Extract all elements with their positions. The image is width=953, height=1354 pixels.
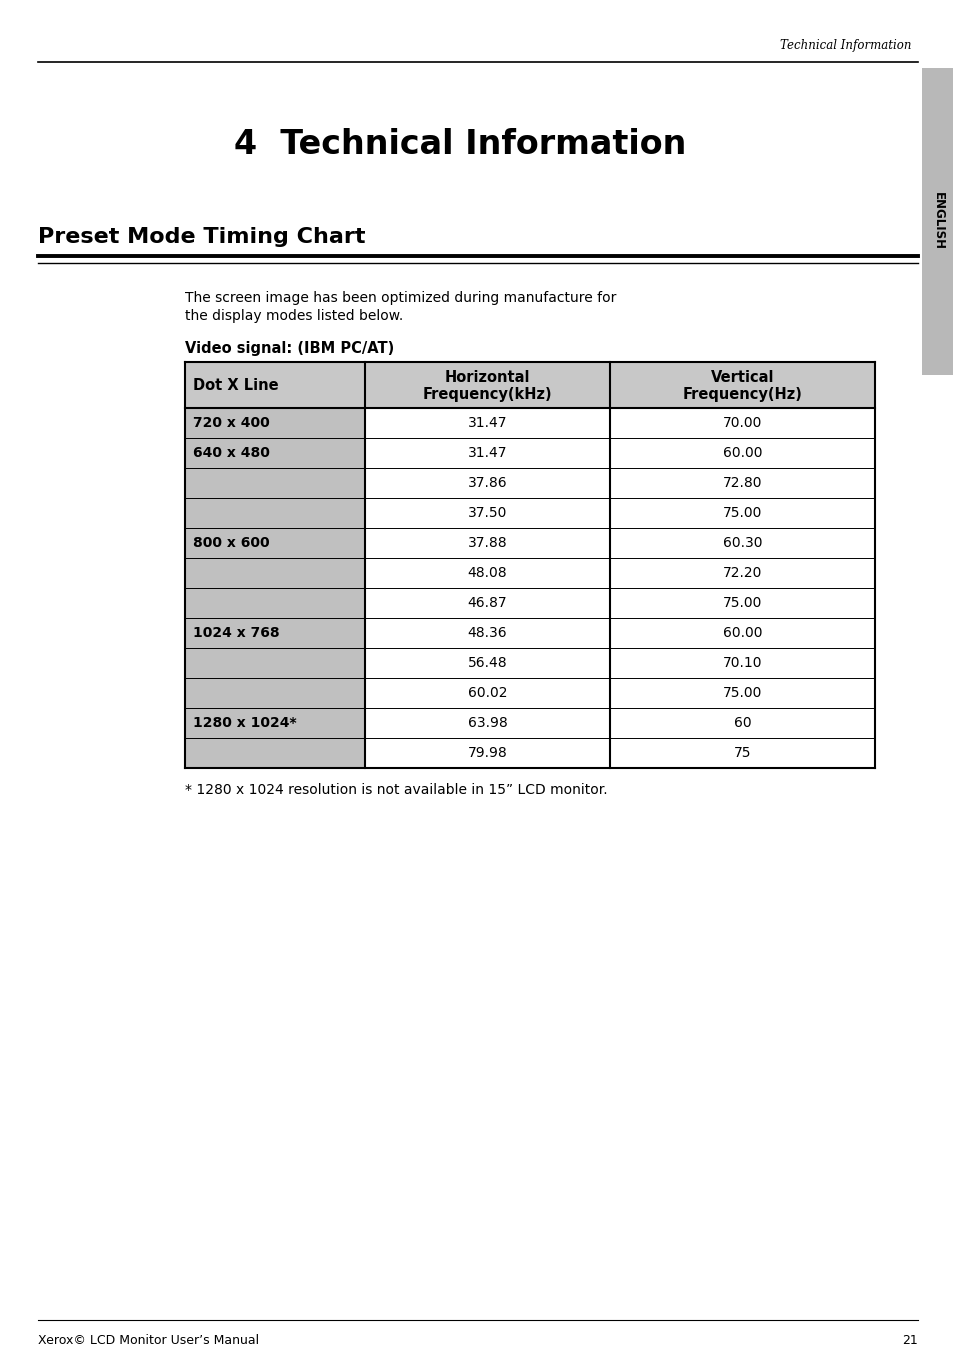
Bar (609, 528, 874, 558)
Text: Frequency(kHz): Frequency(kHz) (422, 386, 552, 402)
Bar (609, 468, 874, 498)
Bar (185, 498, 365, 528)
Text: 31.47: 31.47 (467, 416, 507, 431)
Bar (185, 408, 365, 437)
Text: * 1280 x 1024 resolution is not available in 15” LCD monitor.: * 1280 x 1024 resolution is not availabl… (185, 783, 607, 798)
Text: 70.00: 70.00 (722, 416, 761, 431)
Text: Vertical: Vertical (710, 371, 774, 386)
Bar (609, 617, 874, 649)
Text: 79.98: 79.98 (467, 746, 507, 760)
Text: 75.00: 75.00 (722, 596, 761, 611)
Text: The screen image has been optimized during manufacture for: The screen image has been optimized duri… (185, 291, 616, 305)
Bar (365, 678, 609, 708)
Bar (609, 588, 874, 617)
Text: Dot X Line: Dot X Line (193, 378, 278, 393)
Text: 75.00: 75.00 (722, 686, 761, 700)
Text: 1024 x 768: 1024 x 768 (193, 626, 279, 640)
Text: 75: 75 (733, 746, 750, 760)
Bar (185, 738, 365, 768)
Text: 72.20: 72.20 (722, 566, 761, 580)
Text: 37.50: 37.50 (467, 506, 507, 520)
Bar (185, 649, 365, 678)
Text: Preset Mode Timing Chart: Preset Mode Timing Chart (38, 227, 365, 246)
Text: 60.00: 60.00 (722, 626, 761, 640)
Bar (365, 649, 609, 678)
Bar (365, 498, 609, 528)
Text: 720 x 400: 720 x 400 (193, 416, 270, 431)
Text: the display modes listed below.: the display modes listed below. (185, 309, 403, 324)
Text: Technical Information: Technical Information (780, 39, 911, 53)
Text: 37.86: 37.86 (467, 477, 507, 490)
Text: 800 x 600: 800 x 600 (193, 536, 270, 550)
Bar (609, 362, 874, 408)
Text: 60: 60 (733, 716, 751, 730)
Text: 37.88: 37.88 (467, 536, 507, 550)
Text: 70.10: 70.10 (722, 655, 761, 670)
Bar (185, 678, 365, 708)
Text: 48.36: 48.36 (467, 626, 507, 640)
Text: 640 x 480: 640 x 480 (193, 445, 270, 460)
Text: 48.08: 48.08 (467, 566, 507, 580)
Text: Horizontal: Horizontal (444, 371, 530, 386)
Text: Video signal: (IBM PC/AT): Video signal: (IBM PC/AT) (185, 340, 394, 356)
Bar (365, 588, 609, 617)
Bar (185, 558, 365, 588)
Bar (185, 708, 365, 738)
Bar (185, 437, 365, 468)
Bar (185, 588, 365, 617)
Text: 60.30: 60.30 (722, 536, 761, 550)
Bar (365, 617, 609, 649)
Text: 31.47: 31.47 (467, 445, 507, 460)
Text: 56.48: 56.48 (467, 655, 507, 670)
Text: 46.87: 46.87 (467, 596, 507, 611)
Bar (365, 437, 609, 468)
Text: 75.00: 75.00 (722, 506, 761, 520)
Bar (365, 558, 609, 588)
Bar (185, 617, 365, 649)
Bar (609, 738, 874, 768)
Text: Frequency(Hz): Frequency(Hz) (681, 386, 801, 402)
Text: 60.00: 60.00 (722, 445, 761, 460)
Text: 1280 x 1024*: 1280 x 1024* (193, 716, 296, 730)
Bar (609, 649, 874, 678)
Bar (609, 708, 874, 738)
Text: 4  Technical Information: 4 Technical Information (233, 129, 685, 161)
Text: 60.02: 60.02 (467, 686, 507, 700)
Text: 72.80: 72.80 (722, 477, 761, 490)
Bar (609, 498, 874, 528)
Bar (185, 468, 365, 498)
Bar (609, 408, 874, 437)
Bar (185, 362, 365, 408)
Bar (365, 362, 609, 408)
Text: Xerox© LCD Monitor User’s Manual: Xerox© LCD Monitor User’s Manual (38, 1334, 259, 1346)
Bar (365, 408, 609, 437)
Bar (365, 738, 609, 768)
Bar (185, 528, 365, 558)
Bar (609, 437, 874, 468)
Text: 63.98: 63.98 (467, 716, 507, 730)
Bar (365, 528, 609, 558)
Text: ENGLISH: ENGLISH (930, 192, 943, 250)
Bar (609, 558, 874, 588)
Bar (365, 468, 609, 498)
Bar (921, 68, 953, 375)
Bar (365, 708, 609, 738)
Text: 21: 21 (902, 1334, 917, 1346)
Bar (609, 678, 874, 708)
